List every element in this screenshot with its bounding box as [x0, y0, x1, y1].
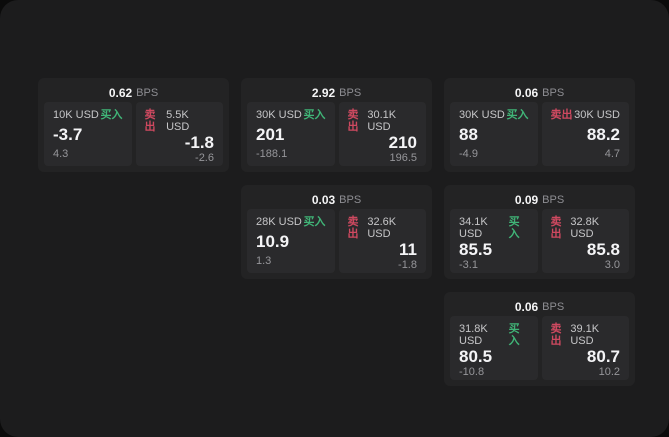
- sell-size: 5.5K USD: [166, 109, 190, 133]
- buy-label: 买入: [303, 109, 326, 121]
- quote-card: 0.62 BPS 10K USD 买入 -3.7 4.3 卖出 5.5K USD: [38, 78, 229, 172]
- sell-price: 210: [388, 133, 417, 152]
- sell-delta: -2.6: [195, 152, 214, 164]
- card-header: 0.09 BPS: [450, 190, 629, 209]
- buy-panel[interactable]: 28K USD 买入 10.9 1.3: [247, 209, 335, 273]
- buy-label: 买入: [506, 109, 529, 121]
- buy-size: 10K USD: [53, 109, 99, 121]
- buy-panel[interactable]: 30K USD 买入 201 -188.1: [247, 102, 335, 166]
- buy-panel[interactable]: 31.8K USD 买入 80.5 -10.8: [450, 316, 538, 380]
- sell-size: 39.1K USD: [570, 323, 600, 347]
- bps-value: 0.03: [311, 192, 336, 207]
- sell-size: 32.6K USD: [367, 216, 397, 240]
- buy-label: 买入: [100, 109, 123, 121]
- buy-panel[interactable]: 10K USD 买入 -3.7 4.3: [44, 102, 132, 166]
- sell-size: 32.8K USD: [570, 216, 600, 240]
- sell-panel[interactable]: 卖出 5.5K USD -1.8 -2.6: [135, 102, 223, 166]
- sell-price: 88.2: [586, 125, 620, 144]
- quote-panels: 30K USD 买入 88 -4.9 卖出 30K USD 88.2 4.7: [450, 102, 629, 166]
- bps-value: 2.92: [311, 85, 336, 100]
- sell-delta: -1.8: [398, 259, 417, 271]
- quote-panels: 30K USD 买入 201 -188.1 卖出 30.1K USD 210 1…: [247, 102, 426, 166]
- quote-panels: 31.8K USD 买入 80.5 -10.8 卖出 39.1K USD 80.…: [450, 316, 629, 380]
- card-header: 0.06 BPS: [450, 297, 629, 316]
- buy-price: 85.5: [459, 240, 493, 259]
- buy-price: -3.7: [53, 125, 83, 144]
- sell-label: 卖出: [347, 216, 359, 240]
- buy-label: 买入: [508, 216, 520, 240]
- quote-panels: 10K USD 买入 -3.7 4.3 卖出 5.5K USD -1.8 -2.…: [44, 102, 223, 166]
- sell-delta: 3.0: [604, 259, 620, 271]
- buy-delta: 4.3: [53, 148, 69, 160]
- buy-delta: 1.3: [256, 255, 272, 267]
- bps-value: 0.09: [514, 192, 539, 207]
- sell-panel[interactable]: 卖出 30.1K USD 210 196.5: [338, 102, 426, 166]
- buy-price: 201: [256, 125, 285, 144]
- sell-delta: 196.5: [389, 152, 417, 164]
- buy-label: 买入: [508, 323, 520, 347]
- bps-label: BPS: [339, 86, 362, 99]
- sell-price: 80.7: [586, 347, 620, 366]
- bps-label: BPS: [542, 86, 565, 99]
- buy-label: 买入: [303, 216, 326, 228]
- quote-panels: 34.1K USD 买入 85.5 -3.1 卖出 32.8K USD 85.8…: [450, 209, 629, 273]
- quote-panels: 28K USD 买入 10.9 1.3 卖出 32.6K USD 11 -1.8: [247, 209, 426, 273]
- sell-label: 卖出: [550, 216, 562, 240]
- bps-value: 0.06: [514, 85, 539, 100]
- buy-panel[interactable]: 30K USD 买入 88 -4.9: [450, 102, 538, 166]
- quote-card: 0.06 BPS 31.8K USD 买入 80.5 -10.8 卖出 39.1…: [444, 292, 635, 386]
- sell-panel[interactable]: 卖出 30K USD 88.2 4.7: [541, 102, 629, 166]
- quote-card: 2.92 BPS 30K USD 买入 201 -188.1 卖出 30.1K …: [241, 78, 432, 172]
- sell-label: 卖出: [347, 109, 359, 133]
- buy-price: 88: [459, 125, 478, 144]
- sell-panel[interactable]: 卖出 39.1K USD 80.7 10.2: [541, 316, 629, 380]
- bps-label: BPS: [542, 193, 565, 206]
- bps-label: BPS: [542, 300, 565, 313]
- buy-delta: -3.1: [459, 259, 478, 271]
- quote-card: 0.03 BPS 28K USD 买入 10.9 1.3 卖出 32.6K US…: [241, 185, 432, 279]
- buy-delta: -188.1: [256, 148, 288, 160]
- buy-price: 10.9: [256, 232, 290, 251]
- bps-value: 0.62: [108, 85, 133, 100]
- sell-size: 30.1K USD: [367, 109, 397, 133]
- bps-label: BPS: [136, 86, 159, 99]
- buy-price: 80.5: [459, 347, 493, 366]
- quote-card: 0.09 BPS 34.1K USD 买入 85.5 -3.1 卖出 32.8K…: [444, 185, 635, 279]
- quote-card: 0.06 BPS 30K USD 买入 88 -4.9 卖出 30K USD: [444, 78, 635, 172]
- sell-delta: 4.7: [604, 148, 620, 160]
- card-header: 0.06 BPS: [450, 83, 629, 102]
- buy-size: 30K USD: [256, 109, 302, 121]
- buy-delta: -4.9: [459, 148, 478, 160]
- card-header: 0.03 BPS: [247, 190, 426, 209]
- buy-delta: -10.8: [459, 366, 485, 378]
- sell-panel[interactable]: 卖出 32.6K USD 11 -1.8: [338, 209, 426, 273]
- sell-panel[interactable]: 卖出 32.8K USD 85.8 3.0: [541, 209, 629, 273]
- card-header: 0.62 BPS: [44, 83, 223, 102]
- buy-size: 28K USD: [256, 216, 302, 228]
- sell-label: 卖出: [550, 323, 562, 347]
- sell-delta: 10.2: [598, 366, 620, 378]
- buy-panel[interactable]: 34.1K USD 买入 85.5 -3.1: [450, 209, 538, 273]
- buy-size: 31.8K USD: [459, 323, 488, 347]
- sell-label: 卖出: [144, 109, 156, 133]
- sell-size: 30K USD: [574, 109, 620, 121]
- sell-price: 11: [399, 240, 417, 259]
- card-header: 2.92 BPS: [247, 83, 426, 102]
- buy-size: 30K USD: [459, 109, 505, 121]
- bps-label: BPS: [339, 193, 362, 206]
- sell-label: 卖出: [550, 109, 573, 121]
- sell-price: 85.8: [586, 240, 620, 259]
- buy-size: 34.1K USD: [459, 216, 488, 240]
- sell-price: -1.8: [184, 133, 214, 152]
- bps-value: 0.06: [514, 299, 539, 314]
